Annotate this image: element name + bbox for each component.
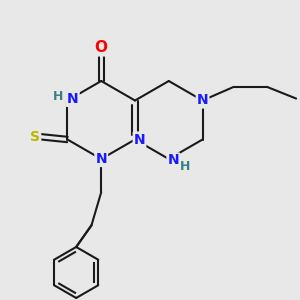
- Text: N: N: [95, 152, 107, 166]
- Text: S: S: [30, 130, 40, 143]
- Text: O: O: [95, 40, 108, 55]
- Text: H: H: [53, 90, 63, 104]
- Text: N: N: [67, 92, 79, 106]
- Text: N: N: [197, 94, 208, 107]
- Text: N: N: [167, 154, 179, 167]
- Text: H: H: [180, 160, 190, 173]
- Text: N: N: [134, 133, 145, 146]
